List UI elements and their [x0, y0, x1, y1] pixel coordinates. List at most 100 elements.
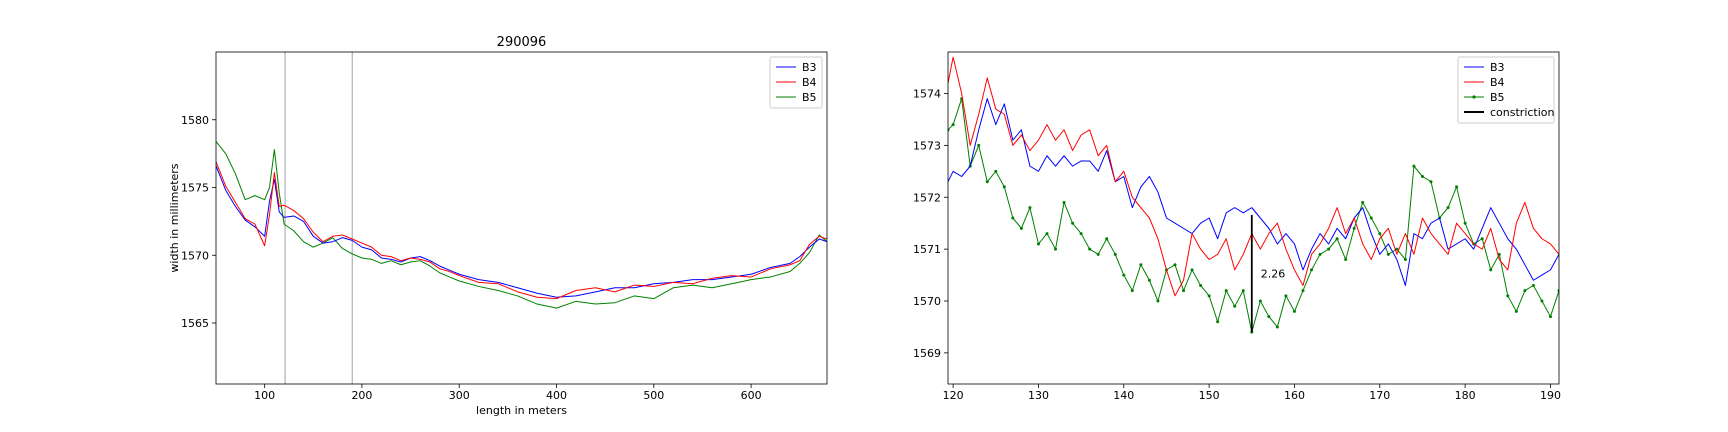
b5-point	[1182, 289, 1186, 293]
b5-point	[1088, 247, 1092, 251]
b5-point	[1105, 237, 1109, 241]
b5-point	[1011, 216, 1015, 220]
left-x-tick-label: 500	[643, 389, 664, 402]
b5-point	[1523, 289, 1527, 293]
right-x-tick-label: 140	[1113, 389, 1134, 402]
b5-point	[1045, 232, 1049, 236]
right-x-axis: 120 130 140 150 160 170 180 190	[943, 384, 1561, 402]
left-x-tick-label: 100	[254, 389, 275, 402]
b5-point	[1455, 185, 1459, 189]
b5-point	[1002, 185, 1006, 189]
b5-point	[1258, 299, 1262, 303]
left-series-b5-line	[216, 141, 827, 309]
constriction-value-label: 2.26	[1261, 268, 1286, 281]
b5-point	[1446, 206, 1450, 210]
left-chart-title: 290096	[497, 35, 547, 50]
b5-point	[985, 180, 989, 184]
left-series-group	[216, 141, 827, 309]
b5-point	[1369, 216, 1373, 220]
b5-point	[1216, 320, 1220, 324]
b5-point	[1352, 226, 1356, 230]
right-y-tick-label: 1569	[913, 347, 941, 360]
right-legend-label: constriction	[1490, 106, 1555, 119]
b5-point	[1327, 247, 1331, 251]
left-y-tick-label: 1570	[181, 249, 209, 262]
left-series-b4-line	[216, 161, 827, 300]
b5-point	[1395, 247, 1399, 251]
b5-point	[1036, 242, 1040, 246]
left-x-tick-label: 200	[351, 389, 372, 402]
b5-point	[1506, 294, 1510, 298]
right-y-tick-label: 1573	[913, 139, 941, 152]
b5-point	[1054, 247, 1058, 251]
right-series-b3-line	[948, 98, 1559, 286]
left-plot-frame	[215, 51, 828, 385]
b5-point	[1335, 237, 1339, 241]
b5-point	[1540, 299, 1544, 303]
b5-point	[1241, 289, 1245, 293]
right-x-tick-label: 150	[1199, 389, 1220, 402]
b5-point	[1412, 164, 1416, 168]
b5-point	[1463, 221, 1467, 225]
b5-point	[1386, 252, 1390, 256]
b5-point	[1071, 221, 1075, 225]
b5-point	[1096, 252, 1100, 256]
b5-point	[1224, 289, 1228, 293]
b5-point	[977, 143, 981, 147]
left-y-tick-label: 1565	[181, 317, 209, 330]
b5-point	[1147, 278, 1151, 282]
b5-point	[1199, 283, 1203, 287]
left-legend-label: B3	[802, 61, 817, 74]
right-y-tick-label: 1570	[913, 295, 941, 308]
b5-point	[1079, 232, 1083, 236]
right-legend-marker	[1472, 95, 1476, 99]
b5-point	[1361, 200, 1365, 204]
right-chart: 2.26 120 130 140 150 160 170 180 190 1569157015…	[913, 51, 1561, 402]
b5-point	[1531, 283, 1535, 287]
b5-point	[1480, 237, 1484, 241]
right-legend-label: B5	[1490, 91, 1505, 104]
b5-point	[994, 169, 998, 173]
left-x-tick-label: 400	[546, 389, 567, 402]
b5-point	[1548, 315, 1552, 319]
left-legend: B3 B4 B5	[769, 56, 823, 109]
b5-point	[1489, 268, 1493, 272]
b5-point	[1113, 252, 1117, 256]
left-legend-label: B4	[802, 76, 817, 89]
b5-point	[1378, 232, 1382, 236]
left-vertical-markers	[284, 52, 353, 384]
b5-point	[1301, 289, 1305, 293]
b5-point	[1207, 294, 1211, 298]
b5-point	[1019, 226, 1023, 230]
right-x-tick-label: 170	[1369, 389, 1390, 402]
b5-point	[1284, 294, 1288, 298]
b5-point	[1292, 309, 1296, 313]
b5-point	[1062, 200, 1066, 204]
b5-point	[1267, 315, 1271, 319]
b5-point	[1403, 258, 1407, 261]
b5-point	[1310, 268, 1314, 272]
b5-point	[1156, 299, 1160, 303]
right-legend-box	[1457, 56, 1555, 124]
b5-point	[1420, 175, 1424, 178]
left-x-tick-label: 300	[449, 389, 470, 402]
left-legend-label: B5	[802, 91, 817, 104]
right-x-tick-label: 160	[1284, 389, 1305, 402]
right-y-axis: 1569 1570 1571 1572 1573 1574	[913, 88, 948, 360]
b5-point	[1514, 309, 1518, 313]
right-x-tick-label: 120	[943, 389, 964, 402]
right-legend-label: B4	[1490, 76, 1505, 89]
constriction-marker: 2.26	[1250, 214, 1286, 333]
right-x-tick-label: 180	[1455, 389, 1476, 402]
b5-point	[1028, 206, 1032, 210]
b5-point	[1130, 289, 1134, 293]
right-y-tick-label: 1572	[913, 191, 941, 204]
left-y-axis-label: width in millimeters	[168, 163, 181, 272]
right-x-tick-label: 190	[1540, 389, 1561, 402]
right-plot-frame	[947, 51, 1560, 385]
b5-point	[1344, 258, 1348, 261]
right-plot-area	[948, 52, 1559, 384]
b5-point	[1275, 325, 1279, 329]
b5-point	[1318, 252, 1322, 256]
right-y-tick-label: 1571	[913, 243, 941, 256]
